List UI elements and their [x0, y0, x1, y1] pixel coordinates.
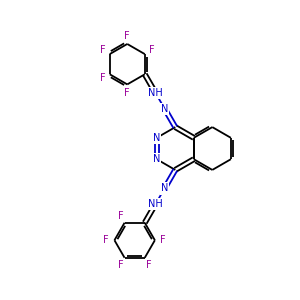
Text: F: F	[160, 235, 166, 245]
Text: F: F	[124, 88, 130, 98]
Text: N: N	[161, 103, 168, 114]
Text: F: F	[146, 260, 152, 270]
Text: F: F	[100, 45, 105, 55]
Text: NH: NH	[148, 88, 163, 98]
Text: F: F	[100, 74, 105, 83]
Text: F: F	[103, 235, 109, 245]
Text: F: F	[124, 31, 130, 41]
Text: F: F	[118, 260, 123, 270]
Text: F: F	[149, 45, 155, 55]
Text: N: N	[161, 183, 168, 194]
Text: N: N	[153, 154, 160, 164]
Text: NH: NH	[148, 199, 163, 209]
Text: F: F	[118, 211, 123, 220]
Text: N: N	[153, 133, 160, 143]
